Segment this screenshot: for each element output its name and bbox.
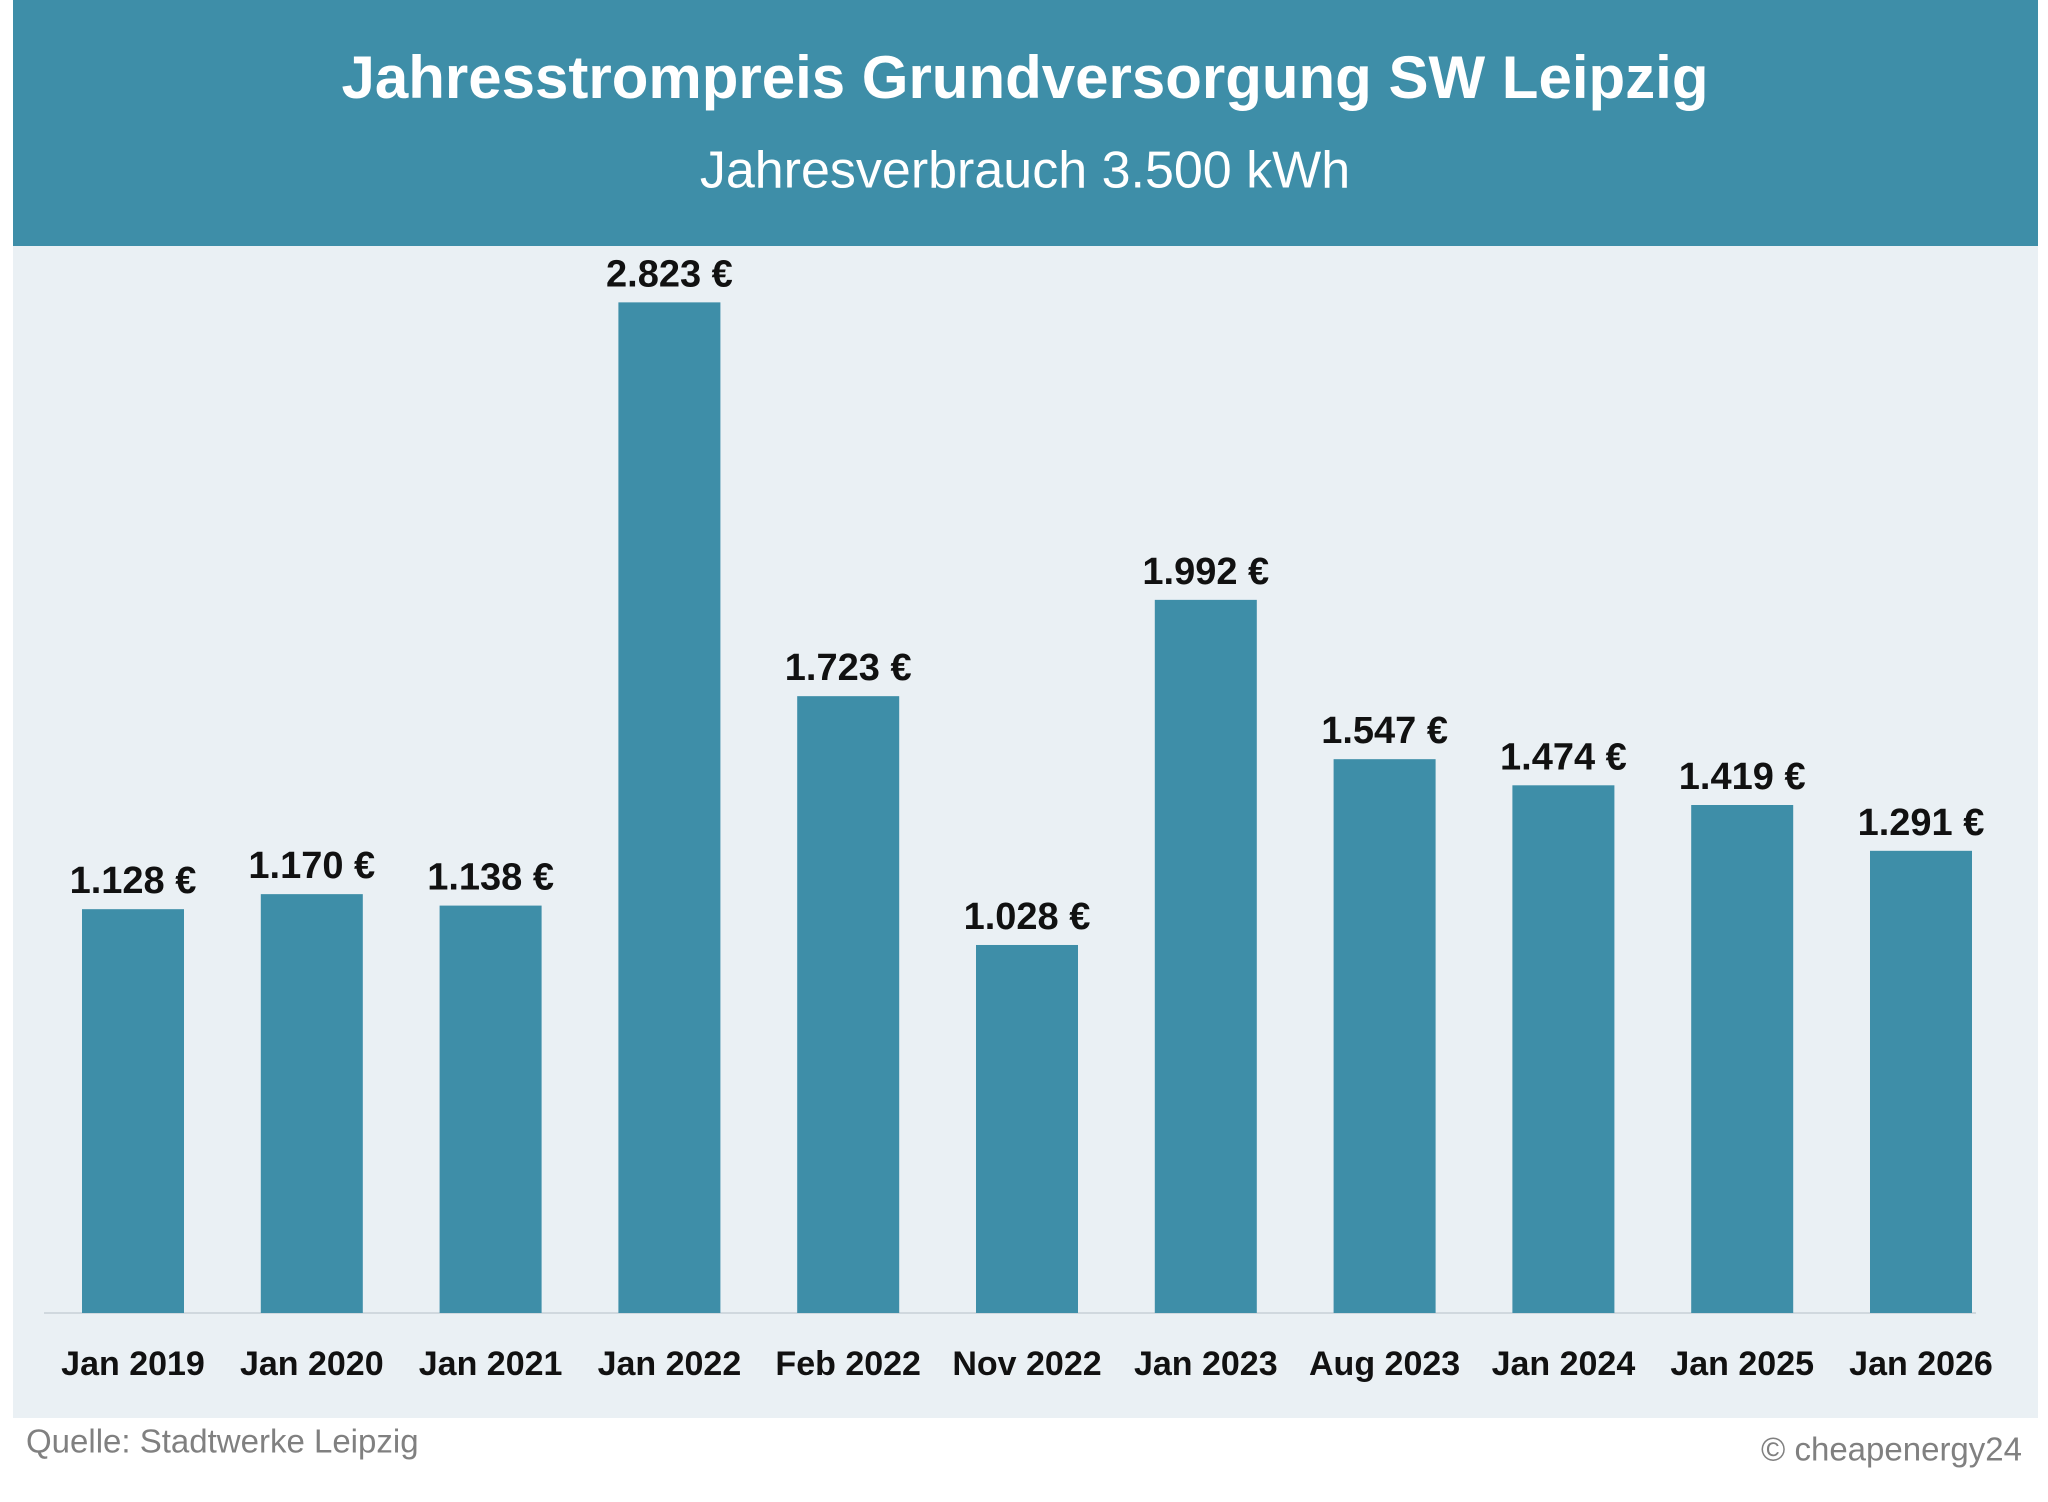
bar — [1333, 759, 1436, 1313]
value-label: 1.474 € — [1500, 736, 1627, 778]
value-label: 1.291 € — [1858, 802, 1985, 844]
bar — [618, 302, 721, 1314]
bar — [1691, 804, 1794, 1313]
value-label: 1.547 € — [1321, 710, 1448, 752]
x-tick-label: Jan 2023 — [1134, 1345, 1278, 1383]
credit-note: © cheapenergy24 — [1761, 1431, 2022, 1468]
value-label: 1.138 € — [427, 857, 554, 899]
bar — [1870, 850, 1972, 1313]
x-tick-label: Feb 2022 — [775, 1345, 921, 1383]
value-label: 2.823 € — [606, 253, 733, 295]
x-tick-label: Jan 2024 — [1492, 1345, 1636, 1383]
x-tick-label: Jan 2022 — [598, 1345, 742, 1383]
value-label: 1.128 € — [70, 860, 197, 902]
x-tick-label: Jan 2019 — [61, 1345, 205, 1383]
value-label: 1.419 € — [1679, 756, 1806, 798]
bar — [260, 894, 363, 1313]
x-tick-label: Jan 2020 — [240, 1345, 384, 1383]
source-note: Quelle: Stadtwerke Leipzig — [26, 1423, 419, 1460]
value-label: 1.170 € — [248, 845, 375, 887]
bar — [1512, 785, 1615, 1313]
bar — [82, 909, 184, 1313]
value-label: 1.028 € — [964, 896, 1091, 938]
value-label: 1.723 € — [785, 647, 912, 689]
bar — [797, 696, 900, 1313]
x-tick-label: Jan 2026 — [1849, 1345, 1993, 1383]
chart-subtitle: Jahresverbrauch 3.500 kWh — [700, 142, 1350, 200]
bar — [1154, 599, 1257, 1313]
bar — [439, 905, 542, 1313]
value-label: 1.992 € — [1142, 551, 1269, 593]
x-tick-label: Aug 2023 — [1309, 1345, 1460, 1383]
x-tick-label: Nov 2022 — [952, 1345, 1101, 1383]
x-tick-label: Jan 2025 — [1670, 1345, 1814, 1383]
x-tick-label: Jan 2021 — [419, 1345, 563, 1383]
header-band — [13, 0, 2038, 246]
chart-title: Jahresstrompreis Grundversorgung SW Leip… — [342, 44, 1709, 111]
bar — [976, 944, 1078, 1313]
